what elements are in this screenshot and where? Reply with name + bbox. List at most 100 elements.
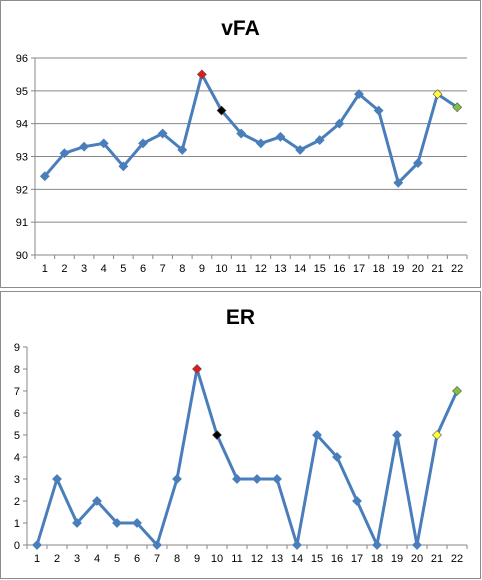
x-tick-label: 11 [231,553,242,565]
x-tick-label: 9 [194,553,200,565]
x-tick-label: 20 [412,263,424,275]
x-tick-label: 20 [411,553,423,565]
data-point [236,128,247,139]
er-chart-panel: ER 0 1 2 3 4 5 6 7 8 9 1 2 3 4 5 6 7 8 9 10 11 12 13 14 15 16 17 18… [0,291,481,579]
data-point [272,474,282,484]
data-point [275,131,286,142]
x-tick-label: 9 [199,263,205,275]
y-tick-label: 5 [14,430,20,442]
x-tick-label: 5 [120,263,126,275]
data-point [292,540,302,550]
data-point [98,138,109,149]
data-point [112,518,122,528]
data-point [157,128,168,139]
x-tick-label: 4 [94,553,100,565]
data-point [92,496,102,506]
data-point [59,148,70,159]
x-tick-label: 10 [215,263,227,275]
data-point [252,474,262,484]
data-point [432,89,443,100]
y-tick-label: 0 [14,540,20,552]
x-tick-label: 1 [34,553,40,565]
x-tick-label: 12 [255,263,267,275]
x-tick-label: 8 [174,553,180,565]
data-point [393,177,404,188]
data-point [212,430,222,440]
y-tick-label: 6 [14,408,20,420]
data-point [132,518,142,528]
data-point [32,540,42,550]
y-tick-label: 8 [14,364,20,376]
x-tick-label: 13 [274,263,286,275]
x-tick-label: 4 [101,263,107,275]
data-point [295,145,306,155]
y-tick-label: 91 [16,217,28,229]
x-tick-label: 18 [371,553,383,565]
y-tick-label: 3 [14,474,20,486]
data-point [412,158,423,168]
x-tick-label: 6 [140,263,146,275]
data-point [314,135,325,146]
data-point [372,540,382,550]
x-tick-label: 10 [211,553,223,565]
series-line [43,72,459,185]
x-tick-label: 22 [451,553,463,565]
y-tick-label: 94 [16,119,28,131]
data-point [232,474,242,484]
y-tick-label: 93 [16,152,28,164]
x-tick-label: 14 [291,553,303,565]
x-tick-label: 13 [271,553,283,565]
x-tick-label: 7 [160,263,166,275]
data-point [452,102,463,113]
vfa-chart-panel: vFA 90 91 92 93 94 95 96 1 2 3 4 5 6 7 8 9 10 11 12 13 14 15 1… [0,0,481,288]
y-tick-label: 2 [14,496,20,508]
data-point [352,496,362,506]
x-tick-label: 3 [74,553,80,565]
data-point [216,105,227,116]
x-tick-label: 22 [451,263,463,275]
y-tick-label: 92 [16,184,28,196]
x-tick-label: 17 [351,553,363,565]
data-point [39,171,50,182]
x-tick-label: 21 [431,263,443,275]
data-point [432,430,442,440]
x-tick-label: 19 [391,553,403,565]
y-tick-label: 4 [14,452,20,464]
data-point [196,69,207,80]
x-tick-label: 15 [311,553,323,565]
data-point [118,161,129,172]
data-point [312,430,322,440]
y-tick-label: 95 [16,86,28,98]
data-point [72,518,82,528]
y-tick-label: 96 [16,53,28,65]
data-point [452,386,462,396]
data-point [177,145,188,155]
data-point [354,89,364,100]
y-tick-label: 7 [14,386,20,398]
series-line [35,367,459,547]
x-tick-label: 16 [331,553,343,565]
x-tick-label: 2 [61,263,67,275]
data-point [255,138,266,149]
x-tick-label: 14 [294,263,306,275]
x-tick-label: 2 [54,553,60,565]
data-point [392,430,402,440]
data-point [152,540,162,550]
x-tick-label: 18 [373,263,385,275]
chart-title: vFA [221,17,260,40]
y-tick-label: 9 [14,342,20,354]
data-point [192,364,202,374]
data-point [138,138,148,149]
data-point [373,105,384,116]
data-point [412,540,422,550]
x-tick-label: 8 [179,263,185,275]
x-tick-label: 11 [235,263,246,275]
x-tick-label: 15 [314,263,326,275]
x-tick-label: 21 [431,553,443,565]
x-tick-label: 7 [154,553,160,565]
x-tick-label: 1 [42,263,48,275]
x-tick-label: 12 [251,553,263,565]
chart-title: ER [225,306,256,329]
